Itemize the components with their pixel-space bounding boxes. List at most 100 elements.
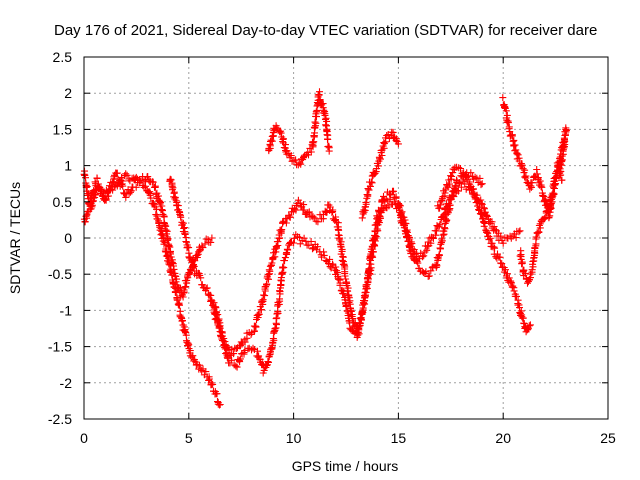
data-point: [161, 238, 169, 246]
data-point: [290, 234, 298, 242]
data-point: [559, 147, 567, 155]
data-point: [526, 321, 534, 329]
data-point: [457, 165, 464, 172]
data-point: [167, 176, 175, 184]
data-point: [394, 140, 402, 148]
data-point: [94, 180, 102, 188]
data-point: [375, 219, 383, 227]
data-point: [215, 323, 223, 331]
data-point: [149, 199, 157, 207]
data-point: [320, 248, 328, 256]
data-point: [363, 284, 371, 292]
data-point: [446, 201, 454, 209]
data-point: [300, 206, 308, 214]
data-point: [359, 306, 367, 314]
y-tick-label: 1: [64, 158, 72, 174]
data-point: [184, 243, 192, 251]
data-point: [173, 275, 181, 283]
data-point: [341, 272, 349, 280]
data-point: [154, 215, 161, 223]
data-point: [443, 210, 451, 218]
y-tick-label: 0: [64, 230, 72, 246]
data-point: [230, 350, 238, 358]
data-point: [513, 293, 520, 300]
data-point: [536, 224, 544, 232]
data-point: [524, 325, 532, 333]
data-point: [438, 237, 446, 245]
data-point: [541, 215, 549, 223]
data-point: [546, 201, 554, 209]
data-point: [491, 226, 499, 234]
data-point: [395, 204, 403, 211]
data-point: [342, 302, 350, 309]
data-point: [427, 239, 435, 247]
data-point: [512, 234, 520, 242]
data-point: [213, 390, 221, 398]
data-point: [171, 269, 179, 277]
data-point: [486, 234, 494, 242]
data-point: [361, 297, 369, 305]
data-point: [193, 254, 201, 261]
data-point: [358, 307, 366, 315]
data-point: [271, 253, 279, 261]
data-point: [407, 248, 415, 256]
data-point: [314, 218, 322, 226]
data-points: [80, 88, 570, 409]
data-point: [241, 338, 249, 346]
data-point: [156, 226, 164, 234]
data-point: [322, 121, 330, 129]
data-point: [127, 187, 135, 195]
data-point: [177, 213, 185, 221]
data-point: [366, 182, 374, 190]
y-tick-label: 2: [64, 85, 72, 101]
data-point: [512, 146, 520, 154]
data-point: [332, 263, 340, 271]
data-point: [106, 186, 114, 194]
data-point: [357, 316, 365, 324]
data-point: [550, 184, 557, 192]
data-point: [562, 127, 570, 135]
data-point: [184, 339, 192, 347]
data-point: [202, 368, 210, 376]
data-point: [306, 144, 314, 152]
data-point: [371, 169, 379, 177]
data-point: [119, 182, 127, 190]
data-point: [277, 277, 285, 285]
data-point: [208, 234, 216, 242]
data-point: [214, 311, 222, 318]
data-point: [365, 186, 373, 194]
data-point: [420, 252, 428, 260]
data-point: [265, 271, 273, 278]
data-point: [529, 258, 537, 265]
data-point: [344, 284, 352, 292]
data-point: [425, 272, 433, 280]
data-point: [477, 196, 485, 204]
data-point: [277, 129, 285, 137]
data-point: [218, 332, 226, 340]
data-point: [195, 361, 203, 369]
data-point: [338, 256, 346, 264]
data-point: [457, 183, 465, 191]
data-point: [364, 191, 372, 199]
data-point: [525, 322, 533, 330]
data-point: [522, 172, 530, 180]
data-point: [305, 241, 313, 249]
data-point: [85, 207, 93, 215]
data-point: [390, 187, 397, 195]
data-point: [368, 179, 376, 187]
data-point: [261, 292, 269, 300]
data-point: [331, 216, 339, 224]
data-point: [519, 165, 527, 173]
data-point: [118, 181, 126, 188]
data-point: [198, 367, 206, 375]
data-point: [202, 285, 210, 293]
data-point: [186, 253, 194, 261]
data-point: [403, 233, 411, 240]
data-point: [142, 182, 149, 190]
data-point: [518, 258, 526, 266]
data-point: [339, 290, 347, 298]
data-point: [144, 173, 152, 180]
data-point: [370, 240, 378, 248]
data-point: [232, 362, 240, 370]
